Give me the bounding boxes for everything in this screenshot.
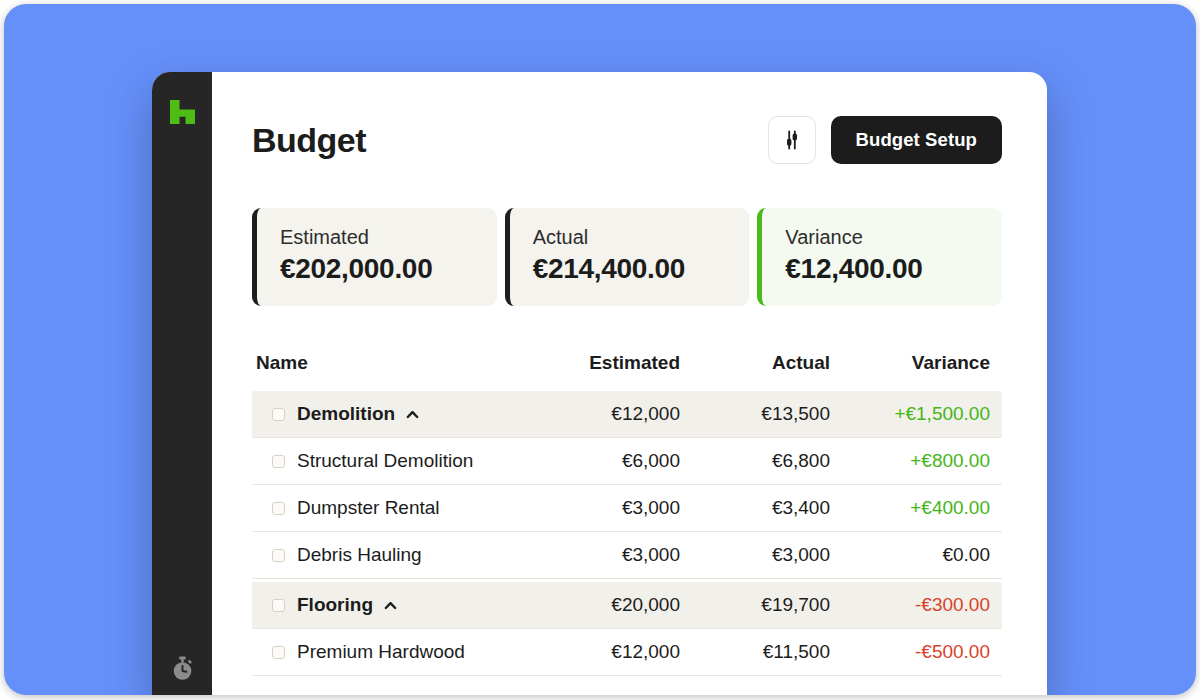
row-actual-value: €6,800	[680, 450, 830, 472]
row-variance-value: -€500.00	[830, 641, 990, 663]
column-header-estimated: Estimated	[530, 352, 680, 374]
row-actual-value: €11,500	[680, 641, 830, 663]
row-checkbox[interactable]	[272, 599, 285, 612]
row-estimated-value: €6,000	[530, 450, 680, 472]
budget-table: Name Estimated Actual Variance Demolitio…	[252, 352, 1002, 676]
row-name-label: Dumpster Rental	[297, 497, 440, 519]
filter-settings-button[interactable]	[768, 116, 816, 164]
variance-summary-card: Variance €12,400.00	[757, 208, 1002, 306]
row-checkbox[interactable]	[272, 408, 285, 421]
row-variance-value: +€400.00	[830, 497, 990, 519]
estimated-value: €202,000.00	[280, 253, 497, 285]
actual-summary-card: Actual €214,400.00	[505, 208, 750, 306]
houzz-logo-icon[interactable]	[170, 99, 195, 125]
row-checkbox[interactable]	[272, 646, 285, 659]
header-actions: Budget Setup	[768, 116, 1002, 164]
row-variance-value: €0.00	[830, 544, 990, 566]
budget-page: Budget Budget Setup	[212, 116, 1047, 695]
stopwatch-icon[interactable]	[171, 656, 194, 681]
row-checkbox[interactable]	[272, 455, 285, 468]
table-row[interactable]: Structural Demolition €6,000 €6,800 +€80…	[252, 438, 1002, 485]
row-estimated-value: €20,000	[530, 594, 680, 616]
variance-value: €12,400.00	[785, 253, 1002, 285]
row-name-label: Flooring	[297, 594, 373, 616]
row-name-label: Premium Hardwood	[297, 641, 465, 663]
estimated-summary-card: Estimated €202,000.00	[252, 208, 497, 306]
row-estimated-value: €3,000	[530, 497, 680, 519]
budget-summary-cards: Estimated €202,000.00 Actual €214,400.00…	[252, 208, 1002, 306]
row-estimated-value: €12,000	[530, 641, 680, 663]
column-header-name: Name	[256, 352, 530, 374]
row-variance-value: -€300.00	[830, 594, 990, 616]
row-variance-value: +€1,500.00	[830, 403, 990, 425]
page-title: Budget	[252, 121, 366, 160]
variance-label: Variance	[785, 225, 1002, 250]
table-row[interactable]: Premium Hardwood €12,000 €11,500 -€500.0…	[252, 629, 1002, 676]
collapse-caret-icon[interactable]	[406, 410, 419, 419]
collapse-caret-icon[interactable]	[384, 601, 397, 610]
table-row[interactable]: Flooring €20,000 €19,700 -€300.00	[252, 582, 1002, 629]
row-variance-value: +€800.00	[830, 450, 990, 472]
app-window: Budget Budget Setup	[152, 72, 1047, 695]
sidebar-nav-rail	[152, 72, 212, 695]
row-name-label: Debris Hauling	[297, 544, 422, 566]
row-actual-value: €13,500	[680, 403, 830, 425]
row-name-label: Demolition	[297, 403, 395, 425]
row-estimated-value: €12,000	[530, 403, 680, 425]
row-checkbox[interactable]	[272, 549, 285, 562]
row-name-label: Structural Demolition	[297, 450, 473, 472]
sliders-icon	[780, 128, 804, 152]
budget-table-body: Demolition €12,000 €13,500 +€1,500.00 St…	[252, 391, 1002, 676]
actual-label: Actual	[533, 225, 750, 250]
column-header-actual: Actual	[680, 352, 830, 374]
table-row[interactable]: Debris Hauling €3,000 €3,000 €0.00	[252, 532, 1002, 579]
actual-value: €214,400.00	[533, 253, 750, 285]
row-actual-value: €19,700	[680, 594, 830, 616]
table-row[interactable]: Dumpster Rental €3,000 €3,400 +€400.00	[252, 485, 1002, 532]
table-row[interactable]: Demolition €12,000 €13,500 +€1,500.00	[252, 391, 1002, 438]
page-header: Budget Budget Setup	[252, 116, 1002, 164]
row-actual-value: €3,000	[680, 544, 830, 566]
row-actual-value: €3,400	[680, 497, 830, 519]
row-checkbox[interactable]	[272, 502, 285, 515]
page-background: Budget Budget Setup	[4, 4, 1196, 695]
budget-table-header: Name Estimated Actual Variance	[252, 352, 1002, 388]
row-estimated-value: €3,000	[530, 544, 680, 566]
column-header-variance: Variance	[830, 352, 990, 374]
budget-setup-button[interactable]: Budget Setup	[831, 116, 1002, 164]
estimated-label: Estimated	[280, 225, 497, 250]
